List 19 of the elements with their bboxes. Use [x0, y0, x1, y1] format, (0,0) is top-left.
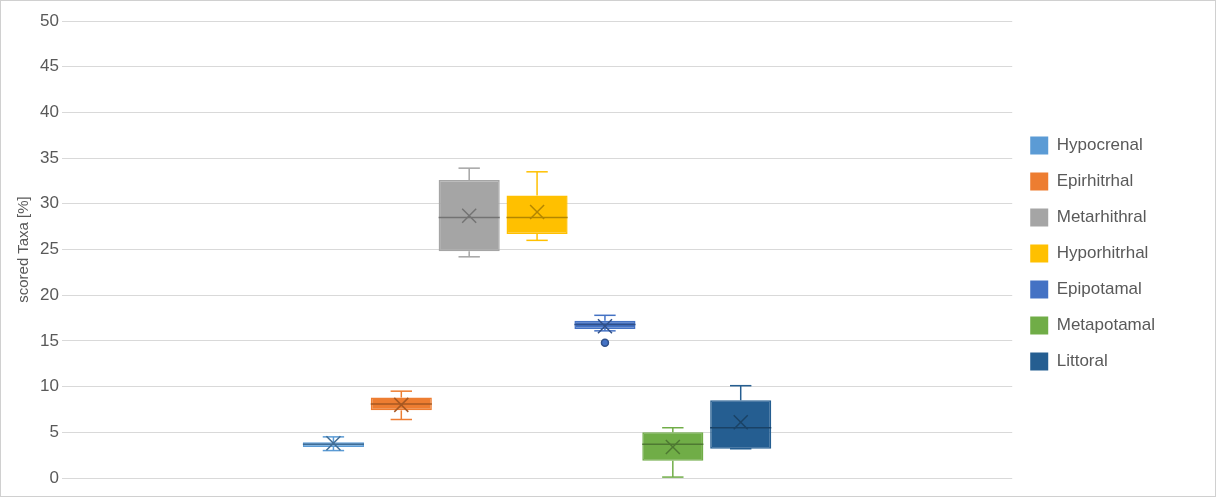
- y-tick-label: 15: [39, 330, 59, 350]
- y-tick-label: 30: [39, 193, 59, 213]
- y-tick-label: 5: [49, 421, 59, 441]
- legend-label: Hyporhitrhal: [1056, 243, 1149, 263]
- y-tick-label: 45: [39, 56, 59, 76]
- legend-label: Hypocrenal: [1056, 135, 1143, 155]
- y-axis-title: scored Taxa [%]: [14, 196, 32, 303]
- y-tick-label: 40: [39, 102, 59, 122]
- legend-label: Epirhitrhal: [1056, 171, 1134, 191]
- y-tick-label: 10: [39, 376, 59, 396]
- y-tick-label: 20: [39, 284, 59, 304]
- y-tick-label: 25: [39, 239, 59, 259]
- y-tick-label: 50: [39, 10, 59, 30]
- legend-label: Metarhithral: [1056, 207, 1147, 227]
- y-tick-label: 35: [39, 147, 59, 167]
- legend-label: Littoral: [1056, 351, 1108, 371]
- legend-label: Epipotamal: [1056, 279, 1142, 299]
- legend-label: Metapotamal: [1056, 315, 1156, 335]
- y-tick-label: 0: [49, 467, 59, 487]
